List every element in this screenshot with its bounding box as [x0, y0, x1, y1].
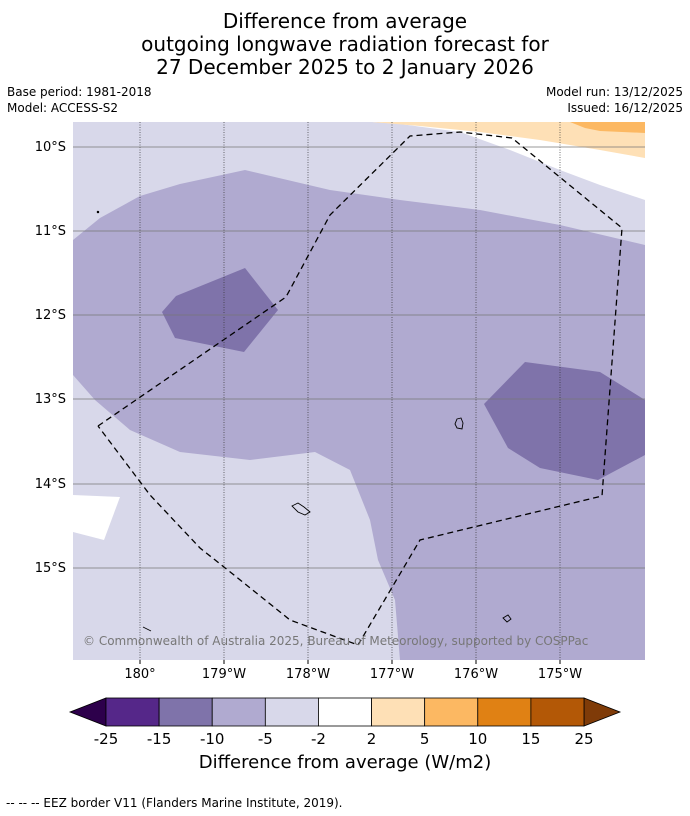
island-niuafoou — [454, 417, 464, 430]
colorbar-segment — [158, 697, 213, 727]
colorbar-tick-label: -5 — [258, 730, 273, 748]
longitude-gridlines — [139, 122, 561, 660]
copyright-notice: © Commonwealth of Australia 2025, Bureau… — [83, 634, 588, 648]
colorbar-segment — [211, 697, 266, 727]
positive-region-top-right — [372, 122, 645, 158]
longitude-labels: 180° 179°W 178°W 177°W 176°W 175°W — [124, 667, 582, 682]
island-dot — [96, 210, 100, 214]
colorbar-tick-label: 25 — [574, 730, 593, 748]
colorbar-segment — [371, 697, 426, 727]
lon-label-175w: 175°W — [538, 667, 582, 682]
islands — [96, 210, 512, 632]
lat-label-13s: 13°S — [35, 392, 66, 407]
lat-label-12s: 12°S — [35, 308, 66, 323]
colorbar-tick-label: -2 — [311, 730, 326, 748]
colorbar-over-arrow — [583, 697, 622, 727]
title-line-2: outgoing longwave radiation forecast for — [141, 32, 549, 56]
colorbar-under-arrow — [68, 697, 107, 727]
anomaly-band-minus15-west — [162, 268, 278, 352]
colorbar-segment — [318, 697, 372, 727]
colorbar-tick-label: 15 — [521, 730, 540, 748]
latitude-gridlines — [73, 146, 645, 569]
island-fragment — [142, 626, 152, 632]
lon-label-178w: 178°W — [286, 667, 330, 682]
latitude-labels: 10°S 11°S 12°S 13°S 14°S 15°S — [35, 140, 66, 576]
colorbar: -25 -15 -10 -5 -2 2 5 10 15 25 — [68, 697, 622, 748]
lon-label-180: 180° — [124, 667, 155, 682]
title-line-3: 27 December 2025 to 2 January 2026 — [156, 55, 534, 79]
model-name: Model: ACCESS-S2 — [7, 101, 119, 115]
base-period: Base period: 1981-2018 — [7, 85, 152, 99]
anomaly-band-minus5-edge — [73, 122, 150, 190]
colorbar-segment — [105, 697, 160, 727]
lon-label-176w: 176°W — [454, 667, 498, 682]
lon-label-179w: 179°W — [202, 667, 246, 682]
eez-legend-note: -- -- -- EEZ border V11 (Flanders Marine… — [6, 796, 343, 810]
colorbar-label: Difference from average (W/m2) — [198, 752, 492, 773]
lat-label-10s: 10°S — [35, 140, 66, 155]
lat-label-14s: 14°S — [35, 477, 66, 492]
colorbar-tick-label: -10 — [200, 730, 225, 748]
colorbar-tick-label: 5 — [420, 730, 430, 748]
colorbar-segment — [264, 697, 319, 727]
colorbar-tick-label: -25 — [94, 730, 119, 748]
model-run: Model run: 13/12/2025 — [545, 85, 683, 99]
colorbar-segment — [530, 697, 585, 727]
colorbar-tick-label: 2 — [367, 730, 377, 748]
lat-label-11s: 11°S — [35, 224, 66, 239]
island-wallis — [291, 502, 311, 516]
island-niuatoputapu — [502, 614, 512, 623]
issued-date: Issued: 16/12/2025 — [567, 101, 683, 115]
neutral-region-bottom-left — [73, 495, 120, 540]
lat-label-15s: 15°S — [35, 561, 66, 576]
colorbar-segment — [477, 697, 532, 727]
colorbar-tick-label: -15 — [147, 730, 172, 748]
colorbar-segment — [424, 697, 479, 727]
positive-region-top-right-strong — [570, 122, 645, 133]
map-panel — [73, 122, 645, 660]
longitude-ticks — [139, 660, 561, 664]
colorbar-tick-label: 10 — [468, 730, 487, 748]
lon-label-177w: 177°W — [370, 667, 414, 682]
title-line-1: Difference from average — [222, 9, 468, 33]
